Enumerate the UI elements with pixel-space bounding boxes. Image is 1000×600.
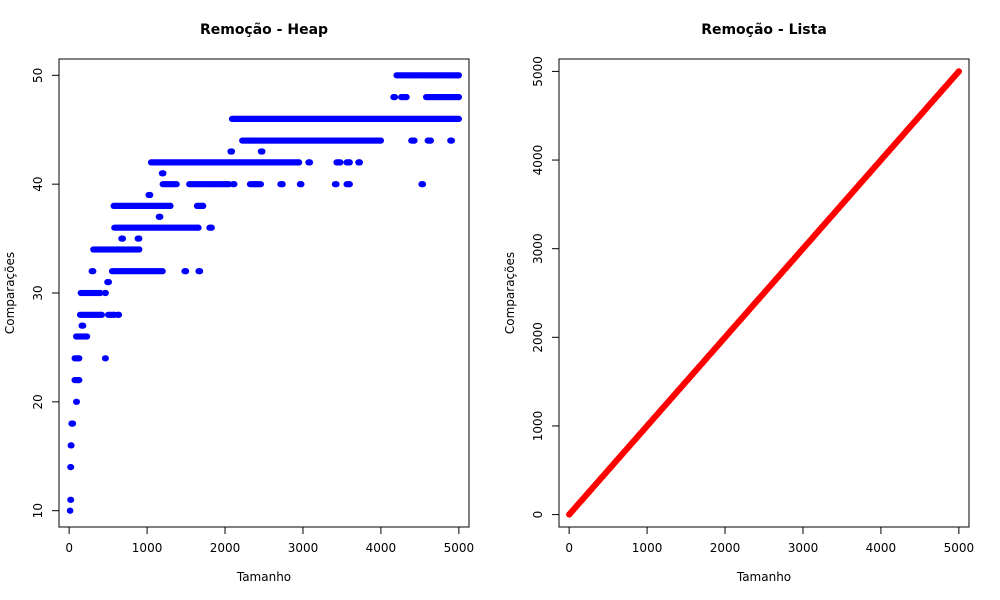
x-tick-label: 4000 <box>866 541 897 555</box>
data-point <box>346 181 353 188</box>
data-point <box>346 159 353 166</box>
data-point <box>68 496 75 503</box>
data-point <box>356 159 363 166</box>
data-point <box>337 159 344 166</box>
data-point <box>448 137 455 144</box>
data-point <box>419 181 427 188</box>
y-tick-label: 1000 <box>531 411 545 442</box>
x-tick-label: 0 <box>65 541 73 555</box>
y-tick-label: 50 <box>31 68 45 83</box>
data-point <box>68 442 75 449</box>
lista-plot-area <box>566 68 963 518</box>
x-tick-label: 4000 <box>366 541 397 555</box>
data-point <box>159 268 166 275</box>
data-point <box>160 170 167 177</box>
x-tick-label: 0 <box>565 541 573 555</box>
data-point <box>411 137 418 144</box>
data-point <box>197 268 204 275</box>
data-point <box>80 322 87 329</box>
x-tick-label: 2000 <box>710 541 741 555</box>
data-point <box>102 355 109 362</box>
data-point <box>105 279 112 286</box>
lista-chart: Remoção - Lista 0 1000 2000 3000 4000 5000 0 1… <box>503 22 974 584</box>
heap-plot-area <box>66 72 462 514</box>
data-point <box>296 159 303 166</box>
data-point <box>173 181 180 188</box>
data-point <box>231 181 238 188</box>
data-point <box>183 268 190 275</box>
lista-chart-title: Remoção - Lista <box>701 22 827 38</box>
data-point <box>167 202 174 209</box>
x-tick-label: 3000 <box>288 541 319 555</box>
data-point <box>119 235 126 242</box>
heap-chart: Remoção - Heap 0 1000 2000 3000 4000 5000 10 2… <box>3 22 474 584</box>
heap-x-axis-label: Tamanho <box>236 570 291 584</box>
heap-chart-title: Remoção - Heap <box>200 22 328 38</box>
data-point <box>955 68 963 75</box>
heap-y-axis: 10 20 30 40 50 <box>31 68 60 518</box>
data-point <box>76 377 83 384</box>
data-point <box>195 224 202 231</box>
data-point <box>455 115 462 122</box>
data-point <box>115 311 123 318</box>
y-tick-label: 4000 <box>531 145 545 176</box>
data-point <box>157 213 164 220</box>
data-point <box>200 202 207 209</box>
y-tick-label: 40 <box>31 177 45 192</box>
x-tick-label: 2000 <box>210 541 241 555</box>
data-point <box>391 94 399 101</box>
data-point <box>136 235 143 242</box>
x-tick-label: 5000 <box>944 541 975 555</box>
heap-y-axis-label: Comparações <box>3 252 17 334</box>
data-point <box>257 181 264 188</box>
lista-x-axis-label: Tamanho <box>736 570 791 584</box>
data-point <box>69 420 77 427</box>
y-tick-label: 3000 <box>531 233 545 264</box>
data-point <box>102 289 109 297</box>
data-point <box>228 148 236 155</box>
data-point <box>377 137 384 144</box>
x-tick-label: 3000 <box>788 541 819 555</box>
data-point <box>98 311 105 318</box>
y-tick-label: 30 <box>31 285 45 300</box>
data-point <box>403 94 410 101</box>
lista-y-axis-label: Comparações <box>503 252 517 334</box>
x-tick-label: 5000 <box>444 541 475 555</box>
x-tick-label: 1000 <box>132 541 163 555</box>
data-point <box>455 72 462 79</box>
data-point <box>298 181 305 188</box>
heap-x-axis: 0 1000 2000 3000 4000 5000 <box>65 526 475 555</box>
data-point <box>84 333 91 340</box>
lista-y-axis: 0 1000 2000 3000 4000 5000 <box>531 56 560 519</box>
data-point <box>279 181 286 188</box>
data-point <box>333 181 340 188</box>
data-point <box>259 148 266 155</box>
y-tick-label: 10 <box>31 503 45 518</box>
data-point <box>455 94 462 101</box>
data-point <box>427 137 434 144</box>
data-point <box>90 268 97 275</box>
data-point <box>136 246 143 253</box>
data-point <box>73 398 80 405</box>
y-tick-label: 5000 <box>531 56 545 87</box>
data-point <box>67 507 74 514</box>
y-tick-label: 0 <box>531 511 545 519</box>
data-point <box>306 159 314 166</box>
data-point <box>147 191 154 199</box>
y-tick-label: 2000 <box>531 322 545 353</box>
x-tick-label: 1000 <box>632 541 663 555</box>
y-tick-label: 20 <box>31 394 45 409</box>
data-point <box>97 289 104 297</box>
data-point <box>76 355 83 362</box>
lista-x-axis: 0 1000 2000 3000 4000 5000 <box>565 526 975 555</box>
heap-plot-frame <box>58 58 470 528</box>
data-point <box>208 224 215 231</box>
data-point <box>68 464 75 471</box>
